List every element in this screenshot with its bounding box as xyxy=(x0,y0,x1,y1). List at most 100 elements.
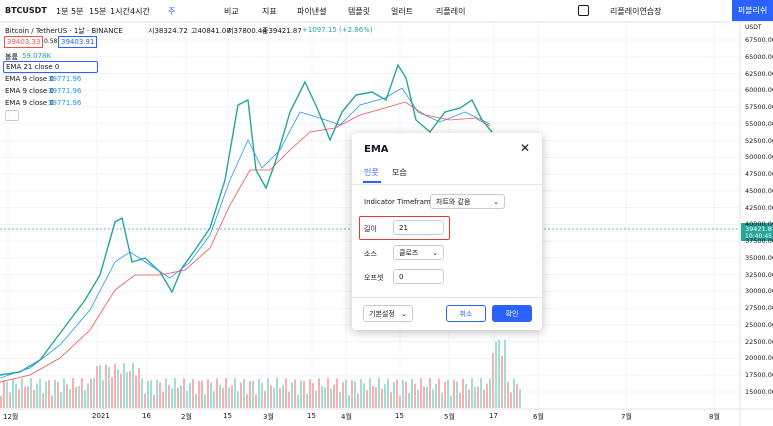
volume-bar xyxy=(468,389,470,408)
publish-button[interactable]: 퍼블리쉬 xyxy=(732,0,773,21)
volume-bar xyxy=(483,389,485,408)
volume-bar xyxy=(126,372,128,408)
active-indicator[interactable]: EMA 21 close 0 xyxy=(3,61,99,73)
toolbar-button[interactable]: 얼러트 xyxy=(391,7,414,16)
volume-bar xyxy=(12,378,14,408)
toolbar-button[interactable]: 지표 xyxy=(262,7,277,16)
checkbox[interactable] xyxy=(578,5,589,16)
volume-bar xyxy=(162,391,164,408)
volume-bar xyxy=(288,391,290,408)
volume-value: 59.078K xyxy=(22,52,52,60)
volume-bar xyxy=(21,378,23,408)
interval[interactable]: 1시간 xyxy=(110,7,130,16)
time-label: 3월 xyxy=(263,413,274,421)
source-select[interactable]: 클로즈 ⌄ xyxy=(393,245,444,260)
volume-bar xyxy=(306,393,308,408)
ok-button[interactable]: 확인 xyxy=(492,305,532,322)
toolbar-button[interactable]: 템플릿 xyxy=(348,7,371,16)
chart-type[interactable]: 주 xyxy=(168,7,176,16)
interval[interactable]: 4시간 xyxy=(130,7,150,16)
volume-bar xyxy=(210,382,212,408)
volume-bar xyxy=(417,389,419,408)
price-label: 50000.00 xyxy=(745,153,773,162)
symbol[interactable]: BTCUSDT xyxy=(5,6,47,15)
volume-bar xyxy=(441,392,443,408)
timeframe-select[interactable]: 차트와 같음 ⌄ xyxy=(430,194,505,209)
defaults-select[interactable]: 기본설정 ⌄ xyxy=(363,305,413,322)
price-label: 15000.00 xyxy=(745,388,773,396)
price-label: 60000.00 xyxy=(745,86,773,95)
select-value: 기본설정 xyxy=(369,309,395,318)
price-label: 67500.00 xyxy=(745,36,773,44)
volume-bar xyxy=(105,364,107,408)
volume-bar xyxy=(423,386,425,408)
volume-bar xyxy=(429,378,431,408)
volume-bar xyxy=(315,390,317,408)
volume-bar xyxy=(150,380,152,408)
volume-bar xyxy=(378,378,380,408)
price-label: 30000.00 xyxy=(745,287,773,296)
collapse-button[interactable] xyxy=(5,110,19,121)
volume-bar xyxy=(192,379,194,408)
toolbar-button[interactable]: 비교 xyxy=(224,7,239,16)
volume-bar xyxy=(195,394,197,408)
volume-bar xyxy=(387,378,389,408)
tab-style[interactable]: 모습 xyxy=(392,168,407,177)
input-value: 21 xyxy=(399,223,408,232)
offset-input[interactable]: 0 xyxy=(393,269,444,284)
interval[interactable]: 15분 xyxy=(89,7,107,16)
cancel-button[interactable]: 취소 xyxy=(446,305,486,322)
volume-bar xyxy=(138,368,140,408)
volume-bar xyxy=(360,378,362,408)
indicator-label: EMA 9 close 0 xyxy=(5,75,54,83)
price-label: 62500.00 xyxy=(745,69,773,78)
volume-bar xyxy=(123,363,125,408)
volume-bar xyxy=(159,382,161,408)
toolbar-button[interactable]: 리플레이 xyxy=(436,7,466,16)
volume-bar xyxy=(384,384,386,408)
volume-bar xyxy=(96,366,98,408)
volume-bar xyxy=(78,386,80,408)
indicator-value: 39771.96 xyxy=(48,75,82,83)
volume-bar xyxy=(333,384,335,408)
tab-inputs[interactable]: 인풋 xyxy=(364,168,379,177)
length-input[interactable]: 21 xyxy=(393,220,444,235)
volume-bar xyxy=(516,384,518,408)
interval[interactable]: 5분 xyxy=(71,7,84,16)
ask[interactable]: 39403.91 xyxy=(58,36,98,48)
input-value: 0 xyxy=(399,272,404,281)
volume-bar xyxy=(345,379,347,408)
time-label: 17 xyxy=(489,412,498,420)
dialog-title: EMA xyxy=(364,144,389,155)
bid[interactable]: 39403.33 xyxy=(4,36,44,48)
layout-name[interactable]: 리플레이연습장 xyxy=(610,7,662,16)
currency: USDT xyxy=(745,24,762,31)
toolbar-button[interactable]: 파이낸셜 xyxy=(297,7,327,16)
price-label: 32500.00 xyxy=(745,270,773,279)
volume-bar xyxy=(30,378,32,408)
ohlc: 저37800.44 xyxy=(227,27,267,35)
ohlc: 종39421.87 xyxy=(262,27,302,35)
ohlc: +1097.15 (+2.86%) xyxy=(302,26,373,34)
volume-bar xyxy=(261,382,263,408)
volume-bar xyxy=(258,379,260,408)
select-value: 차트와 같음 xyxy=(436,197,471,206)
volume-bar xyxy=(282,384,284,408)
volume-bar xyxy=(174,378,176,408)
field-label: Indicator Timeframe xyxy=(364,198,436,206)
interval[interactable]: 1분 xyxy=(56,7,69,16)
close-button[interactable]: ✕ xyxy=(520,141,531,155)
volume-bar xyxy=(48,380,50,408)
volume-bar xyxy=(330,388,332,408)
volume-bar xyxy=(357,393,359,408)
volume-bar xyxy=(171,388,173,408)
time-label: 4월 xyxy=(341,413,352,421)
volume-bar xyxy=(396,379,398,408)
price-label: 45000.00 xyxy=(745,186,773,195)
price-label: 37500.00 xyxy=(745,237,773,246)
field-label: 오프셋 xyxy=(364,274,384,282)
volume-bar xyxy=(420,378,422,408)
volume-bar xyxy=(285,378,287,408)
volume-bar xyxy=(87,383,89,408)
volume-bar xyxy=(234,378,236,408)
